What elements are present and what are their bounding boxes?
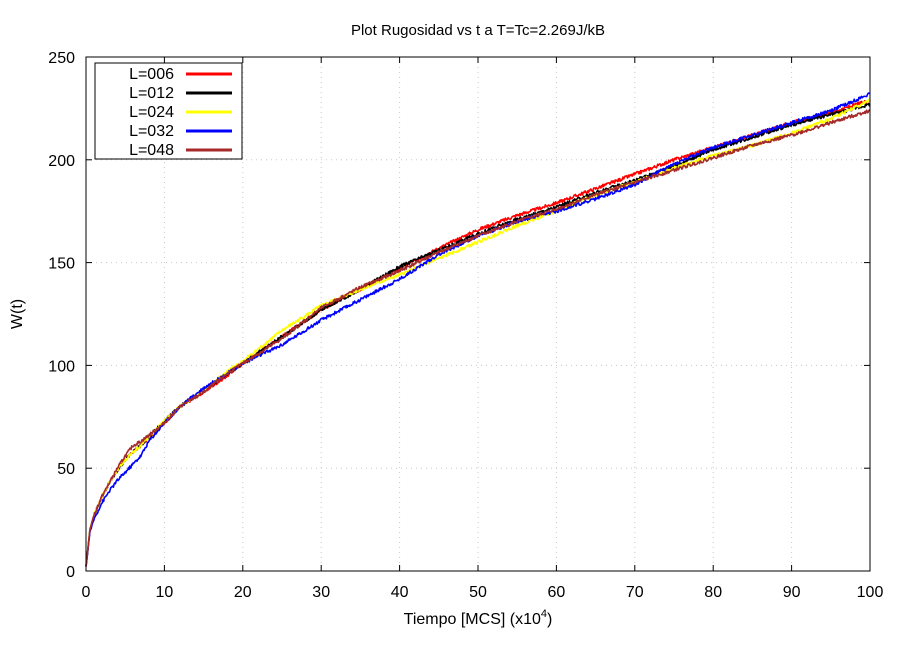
- series-lines: [85, 92, 871, 567]
- x-tick-label: 60: [548, 584, 566, 601]
- series-line-l006: [85, 99, 871, 567]
- y-tick-label: 200: [48, 153, 75, 170]
- y-tick-label: 150: [48, 256, 75, 273]
- legend-label: L=032: [129, 123, 174, 140]
- y-tick-label: 100: [48, 358, 75, 375]
- grid: [86, 57, 870, 571]
- x-tick-label: 10: [156, 584, 174, 601]
- x-tick-label: 70: [626, 584, 644, 601]
- legend-label: L=024: [129, 104, 174, 121]
- y-tick-label: 250: [48, 50, 75, 67]
- x-tick-label: 0: [82, 584, 91, 601]
- x-tick-label: 40: [391, 584, 409, 601]
- legend-label: L=006: [129, 66, 174, 83]
- x-tick-label: 80: [704, 584, 722, 601]
- y-tick-label: 0: [66, 564, 75, 581]
- y-axis-label: W(t): [9, 299, 26, 329]
- x-axis-label: Tiempo [MCS] (x104): [404, 608, 553, 628]
- x-tick-label: 90: [783, 584, 801, 601]
- y-tick-label: 50: [57, 461, 75, 478]
- series-line-l048: [85, 109, 871, 567]
- legend-label: L=048: [129, 142, 174, 159]
- legend-label: L=012: [129, 85, 174, 102]
- legend: L=006 L=012 L=024 L=032 L=048: [94, 62, 243, 160]
- chart-title: Plot Rugosidad vs t a T=Tc=2.269J/kB: [351, 22, 605, 39]
- series-line-l032: [85, 92, 871, 567]
- x-tick-label: 20: [234, 584, 252, 601]
- axis-ticks: 0 10 20 30 40 50 60 70 80 90 100 0 50 100 150 200 250: [48, 50, 883, 601]
- x-axis-label-main: Tiempo [MCS] (x10: [404, 611, 541, 628]
- x-tick-label: 100: [857, 584, 884, 601]
- x-tick-label: 30: [312, 584, 330, 601]
- x-axis-label-suffix: ): [547, 611, 552, 628]
- x-tick-label: 50: [469, 584, 487, 601]
- x-axis-label-sup: 4: [541, 608, 547, 620]
